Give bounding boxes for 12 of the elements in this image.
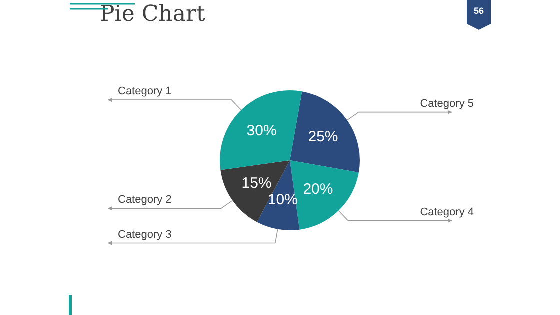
slice-label: Category 1 <box>118 86 172 98</box>
slice-label: Category 2 <box>118 194 172 206</box>
data-label: 20% <box>303 180 334 198</box>
slice-label: Category 4 <box>420 206 474 218</box>
data-label: 10% <box>268 192 298 209</box>
chart-title: Pie Chart <box>100 2 206 27</box>
data-label: 30% <box>246 122 277 140</box>
data-label: 25% <box>308 128 338 146</box>
text: 56 <box>472 6 485 16</box>
slice-label: Category 3 <box>118 228 172 241</box>
data-label: 15% <box>242 174 272 192</box>
slice-label: Category 5 <box>420 98 474 110</box>
